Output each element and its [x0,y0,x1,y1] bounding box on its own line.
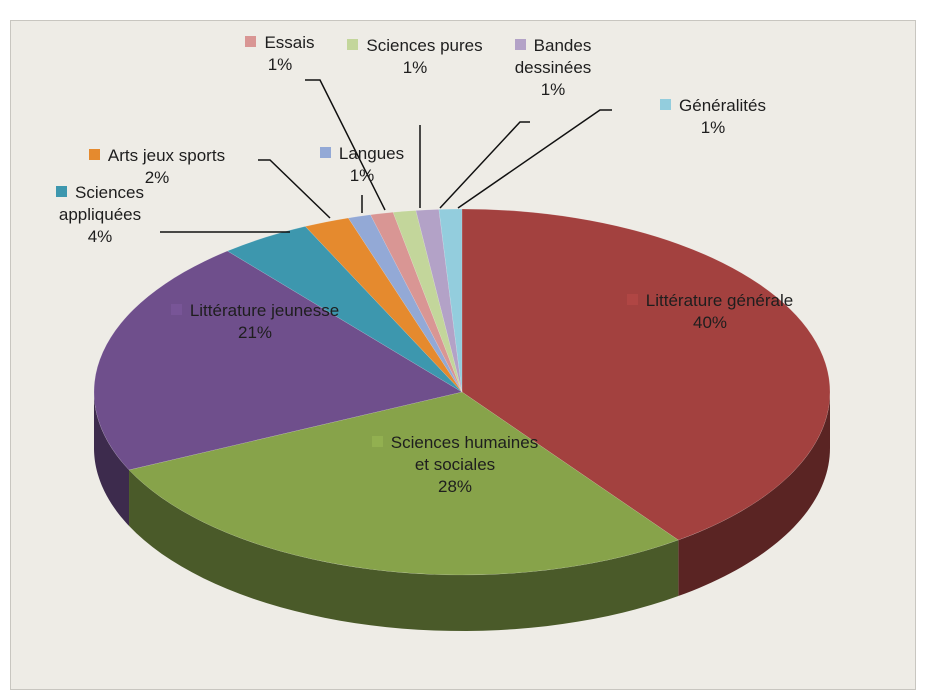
data-label: Essais 1% [225,32,335,76]
data-label: Arts jeux sports 2% [52,145,262,189]
pie-side [129,469,679,631]
legend-marker [347,39,359,50]
legend-marker [88,149,100,160]
label-head: Sciences pures [340,35,490,57]
pie-side [678,392,830,597]
data-label: Sciences appliquées 4% [15,182,185,248]
pie-slice [415,209,463,393]
category-label: Littérature jeunesse [189,301,340,320]
legend-marker [245,36,257,47]
data-label: Langues 1% [292,143,432,187]
value-label: 28% [437,477,473,496]
data-label: Bandes dessinées 1% [478,35,628,101]
category-label: Bandes dessinées [514,36,592,77]
value-label: 1% [349,166,375,185]
pie-side [94,392,130,526]
value-label: 1% [700,118,726,137]
category-label: Sciences appliquées [58,183,144,224]
pie-slice [128,391,679,576]
value-label: 40% [692,313,728,332]
value-label: 1% [267,55,293,74]
data-label: Littérature générale 40% [625,290,795,334]
value-label: 1% [540,80,566,99]
label-head: Littérature générale [625,290,795,312]
label-head: Sciences humaines et sociales [370,432,540,476]
value-label: 1% [402,58,428,77]
pie-slice [347,214,463,393]
label-head: Langues [292,143,432,165]
value-label: 21% [237,323,273,342]
leader-line [439,121,530,209]
label-head: Littérature jeunesse [170,300,340,322]
category-label: Langues [338,144,405,163]
category-label: Essais [264,33,315,52]
legend-marker [514,39,526,50]
category-label: Littérature générale [645,291,794,310]
legend-marker [626,294,638,305]
label-head: Essais [225,32,335,54]
leader-line [258,159,331,219]
data-label: Sciences pures 1% [340,35,490,79]
leader-line [305,79,386,211]
legend-marker [319,147,331,158]
value-label: 4% [87,227,113,246]
category-label: Sciences humaines et sociales [390,433,539,474]
category-label: Généralités [679,96,766,115]
data-label: Généralités 1% [628,95,798,139]
label-head: Bandes dessinées [478,35,628,79]
label-head: Arts jeux sports [52,145,262,167]
leader-line [457,109,612,209]
value-label: 2% [144,168,170,187]
label-head: Généralités [628,95,798,117]
pie-slice [370,211,463,393]
category-label: Arts jeux sports [107,146,226,165]
pie-slice [392,210,463,393]
legend-marker [660,99,672,110]
legend-marker [170,304,182,315]
legend-marker [56,186,67,197]
legend-marker [371,436,383,447]
pie-slice [438,208,463,393]
pie-slice [93,250,463,471]
pie-slice [461,208,831,541]
data-label: Littérature jeunesse 21% [170,300,340,344]
category-label: Sciences pures [366,36,483,55]
pie-slice [226,226,463,393]
data-label: Sciences humaines et sociales 28% [370,432,540,498]
pie-slice [304,217,463,393]
label-head: Sciences appliquées [15,182,185,226]
